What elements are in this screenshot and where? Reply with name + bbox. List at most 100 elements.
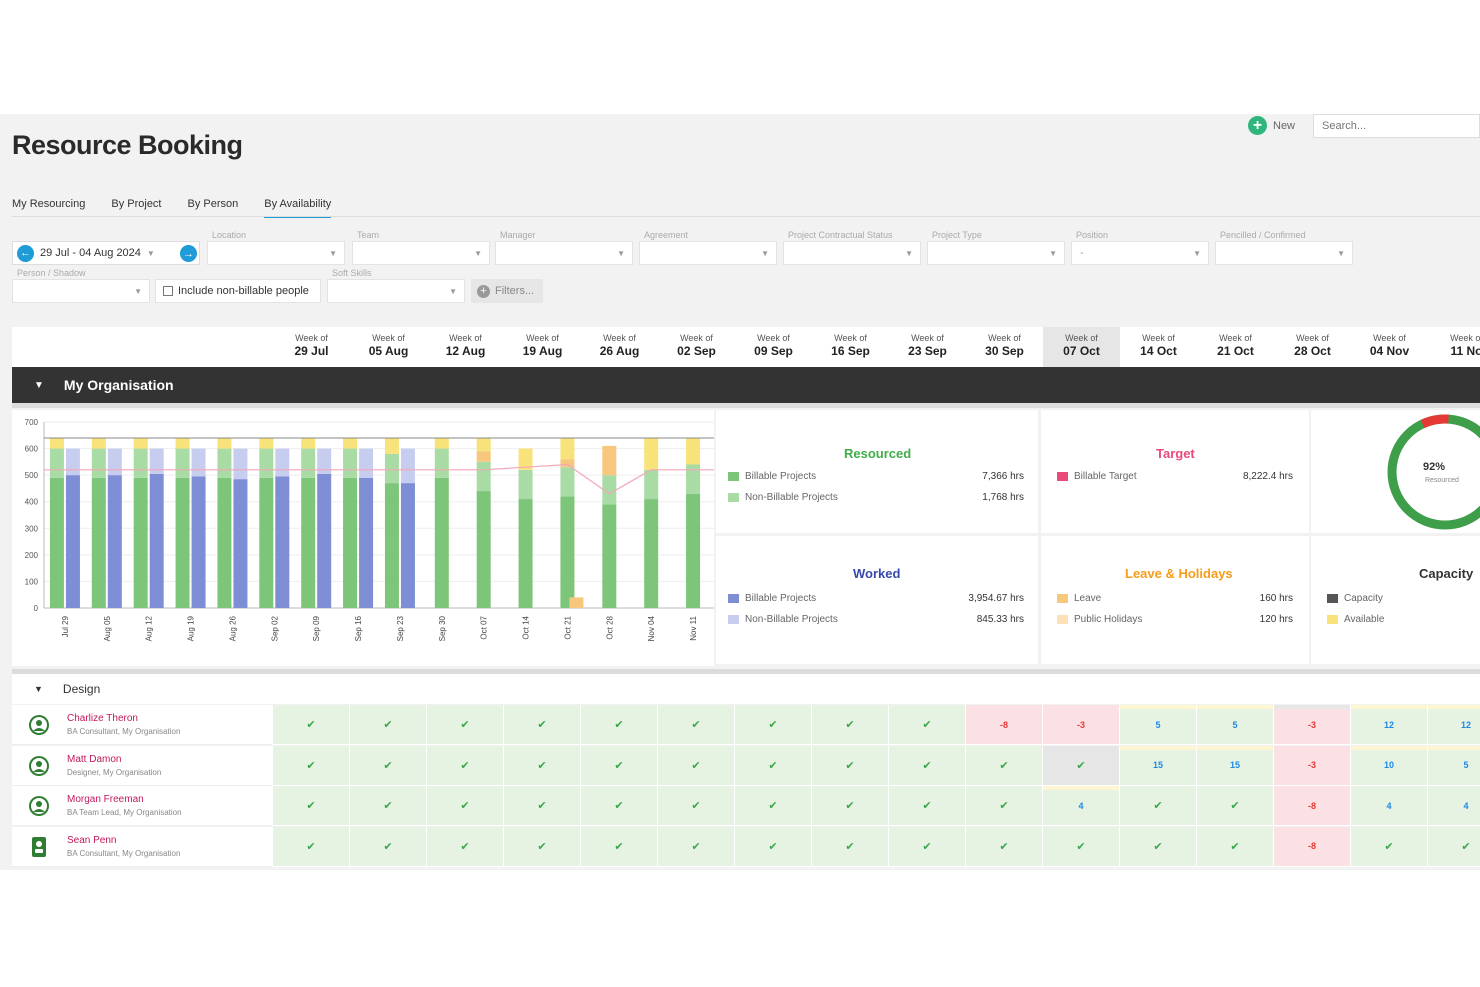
availability-cell[interactable]: ✔ (1120, 826, 1196, 866)
availability-cell[interactable]: ✔ (1428, 826, 1480, 866)
week-column-header[interactable]: Week of 09 Sep (735, 327, 812, 367)
availability-cell[interactable]: ✔ (658, 745, 734, 785)
person-row[interactable]: Morgan Freeman BA Team Lead, My Organisat… (12, 786, 1480, 826)
availability-cell[interactable]: ✔ (350, 786, 426, 825)
previous-arrow-icon[interactable]: ← (17, 244, 34, 262)
week-column-header[interactable]: Week of 21 Oct (1197, 327, 1274, 367)
new-button[interactable]: + New (1248, 116, 1295, 135)
availability-cell[interactable]: 4 (1043, 786, 1119, 825)
availability-cell[interactable]: -3 (1043, 705, 1119, 744)
availability-cell[interactable]: ✔ (350, 826, 426, 866)
week-column-header[interactable]: Week of 30 Sep (966, 327, 1043, 367)
availability-cell[interactable]: ✔ (889, 745, 965, 785)
availability-cell[interactable]: ✔ (658, 786, 734, 825)
location-select[interactable]: Location ▼ (207, 230, 345, 265)
availability-cell[interactable]: ✔ (812, 786, 888, 825)
team-select[interactable]: Team ▼ (352, 230, 490, 265)
availability-cell[interactable]: -3 (1274, 705, 1350, 744)
availability-cell[interactable]: ✔ (658, 705, 734, 744)
availability-cell[interactable]: 5 (1428, 745, 1480, 785)
availability-cell[interactable]: -8 (966, 705, 1042, 744)
availability-cell[interactable]: ✔ (812, 826, 888, 866)
project-type-select[interactable]: Project Type ▼ (927, 230, 1065, 265)
week-column-header[interactable]: Week of 29 Jul (273, 327, 350, 367)
checkbox-box[interactable] (163, 286, 173, 296)
availability-cell[interactable]: ✔ (1197, 786, 1273, 825)
availability-cell[interactable]: ✔ (735, 745, 811, 785)
person-row[interactable]: Sean Penn BA Consultant, My Organisation ✔… (12, 826, 1480, 867)
availability-cell[interactable]: ✔ (504, 786, 580, 825)
availability-cell[interactable]: ✔ (812, 705, 888, 744)
availability-cell[interactable]: ✔ (504, 826, 580, 866)
availability-cell[interactable]: ✔ (581, 705, 657, 744)
week-column-header[interactable]: Week of 02 Sep (658, 327, 735, 367)
availability-cell[interactable]: ✔ (966, 826, 1042, 866)
availability-cell[interactable]: ✔ (658, 826, 734, 866)
group-header-design[interactable]: ▼ Design (12, 674, 1480, 704)
manager-select[interactable]: Manager ▼ (495, 230, 633, 265)
person-name-link[interactable]: Morgan Freeman (67, 794, 144, 805)
next-arrow-icon[interactable]: → (180, 245, 197, 262)
search-input[interactable] (1313, 114, 1480, 138)
pencilled-confirmed-select[interactable]: Pencilled / Confirmed ▼ (1215, 230, 1353, 265)
availability-cell[interactable]: 12 (1351, 705, 1427, 744)
availability-cell[interactable]: ✔ (350, 745, 426, 785)
availability-cell[interactable]: ✔ (966, 786, 1042, 825)
availability-cell[interactable]: ✔ (812, 745, 888, 785)
week-column-header[interactable]: Week of 07 Oct (1043, 327, 1120, 367)
availability-cell[interactable]: ✔ (966, 745, 1042, 785)
week-column-header[interactable]: Week of 28 Oct (1274, 327, 1351, 367)
availability-cell[interactable]: ✔ (1351, 826, 1427, 866)
collapse-caret-icon[interactable]: ▼ (34, 684, 43, 694)
collapse-caret-icon[interactable]: ▼ (34, 379, 44, 391)
week-column-header[interactable]: Week of 05 Aug (350, 327, 427, 367)
availability-cell[interactable]: ✔ (581, 826, 657, 866)
availability-cell[interactable]: 4 (1428, 786, 1480, 825)
person-name-link[interactable]: Matt Damon (67, 753, 122, 765)
availability-cell[interactable]: 4 (1351, 786, 1427, 825)
non-billable-checkbox[interactable]: Include non-billable people (155, 279, 321, 303)
availability-cell[interactable]: ✔ (581, 745, 657, 785)
tab-by-availability[interactable]: By Availability (264, 198, 332, 218)
week-column-header[interactable]: Week of 04 Nov (1351, 327, 1428, 367)
availability-cell[interactable]: -3 (1274, 745, 1350, 785)
position-select[interactable]: Position - ▼ (1071, 230, 1209, 265)
availability-cell[interactable]: ✔ (735, 826, 811, 866)
availability-cell[interactable]: ✔ (1120, 786, 1196, 825)
availability-cell[interactable]: 5 (1120, 705, 1196, 744)
tab-my-resourcing[interactable]: My Resourcing (12, 198, 86, 210)
availability-cell[interactable]: ✔ (427, 826, 503, 866)
person-shadow-select[interactable]: Person / Shadow ▼ (12, 268, 150, 303)
availability-cell[interactable]: ✔ (735, 786, 811, 825)
availability-cell[interactable]: 15 (1120, 745, 1196, 785)
tab-by-project[interactable]: By Project (111, 198, 162, 210)
availability-cell[interactable]: ✔ (350, 705, 426, 744)
availability-cell[interactable]: ✔ (273, 786, 349, 825)
availability-cell[interactable]: ✔ (273, 826, 349, 866)
availability-cell[interactable]: ✔ (273, 745, 349, 785)
availability-cell[interactable]: ✔ (427, 705, 503, 744)
filters-button[interactable]: + Filters... (471, 279, 543, 303)
availability-cell[interactable]: ✔ (273, 705, 349, 744)
organisation-header[interactable]: ▼ My Organisation (12, 367, 1480, 403)
availability-cell[interactable]: ✔ (889, 705, 965, 744)
availability-cell[interactable]: -8 (1274, 786, 1350, 825)
availability-cell[interactable]: 10 (1351, 745, 1427, 785)
availability-cell[interactable]: ✔ (1197, 826, 1273, 866)
week-column-header[interactable]: Week of 19 Aug (504, 327, 581, 367)
week-column-header[interactable]: Week of 23 Sep (889, 327, 966, 367)
person-row[interactable]: Matt Damon Designer, My Organisation ✔ ✔ ✔ ✔ ✔… (12, 745, 1480, 786)
availability-cell[interactable]: ✔ (1043, 826, 1119, 866)
availability-cell[interactable]: ✔ (889, 786, 965, 825)
week-column-header[interactable]: Week of 26 Aug (581, 327, 658, 367)
availability-cell[interactable]: 12 (1428, 705, 1480, 744)
availability-cell[interactable]: ✔ (427, 786, 503, 825)
person-name-link[interactable]: Charlize Theron (67, 713, 138, 724)
availability-cell[interactable]: 5 (1197, 705, 1273, 744)
availability-cell[interactable]: ✔ (581, 786, 657, 825)
person-row[interactable]: Charlize Theron BA Consultant, My Organis… (12, 705, 1480, 745)
week-column-header[interactable]: Week of 16 Sep (812, 327, 889, 367)
date-range-picker[interactable]: ← 29 Jul - 04 Aug 2024 ▼ (12, 241, 200, 265)
availability-cell[interactable]: ✔ (504, 745, 580, 785)
availability-cell[interactable]: ✔ (427, 745, 503, 785)
